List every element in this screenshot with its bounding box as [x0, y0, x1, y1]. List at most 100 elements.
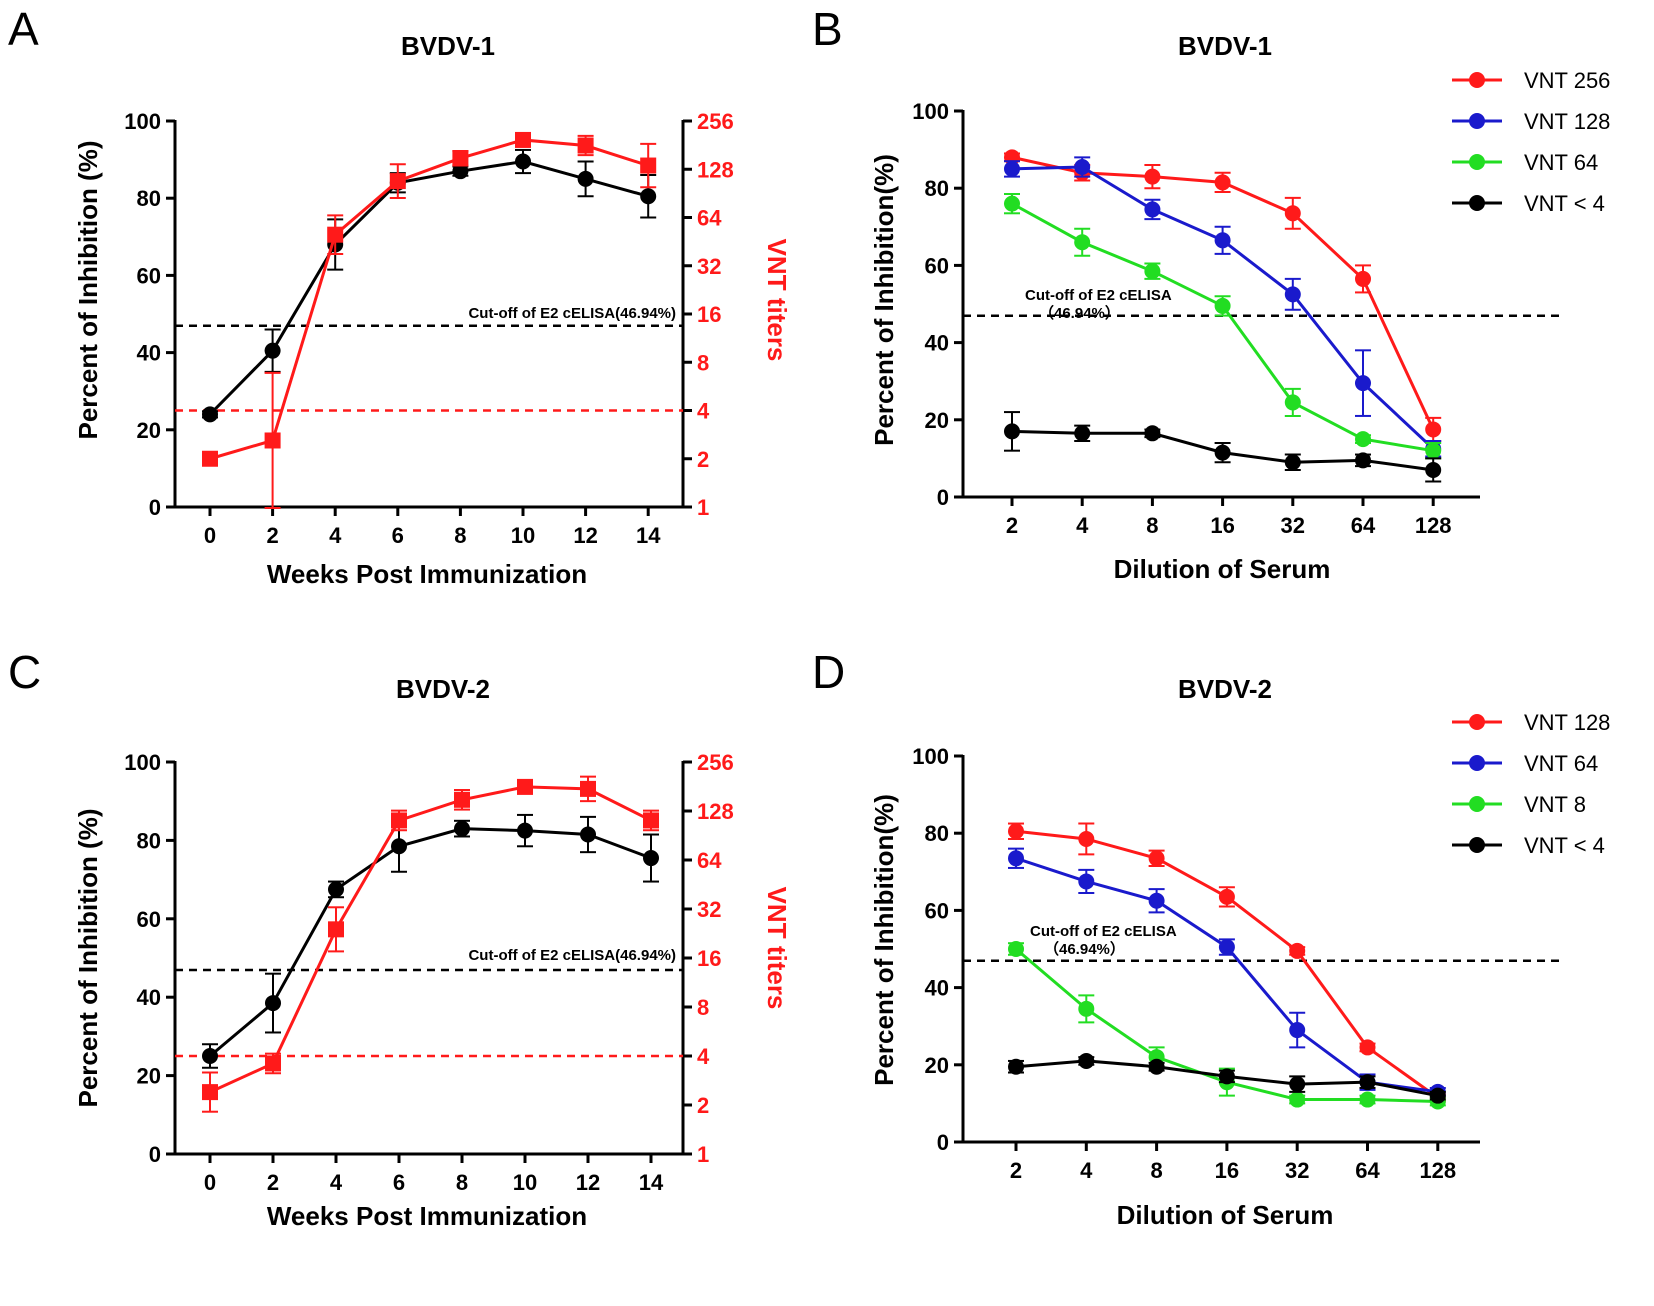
data-point — [580, 780, 596, 797]
cutoff-label-2: （46.94%） — [1039, 304, 1120, 322]
series-vnt-4 — [1008, 1052, 1446, 1104]
data-point — [1218, 1068, 1235, 1085]
data-point — [1074, 234, 1091, 251]
x-tick-label: 2 — [266, 523, 278, 548]
data-point — [1214, 232, 1231, 249]
data-point — [1144, 425, 1161, 442]
data-point — [1008, 850, 1024, 867]
panel-d: D BVDV-2 0 20 40 60 80 100 2 4 8 16 32 64 128 Dilution … — [812, 646, 1610, 1230]
series-line — [209, 785, 652, 1094]
chart-title: BVDV-2 — [1178, 674, 1272, 704]
x-tick-label: 14 — [636, 523, 661, 548]
y-tick-label: 0 — [149, 495, 161, 520]
data-point — [1148, 892, 1165, 909]
y-axis-title: Percent of Inhibition(%) — [869, 794, 899, 1086]
data-point — [1004, 423, 1020, 440]
data-point — [580, 826, 596, 843]
legend-marker — [1469, 113, 1485, 129]
y2-tick-label: 256 — [697, 109, 734, 134]
data-point — [1144, 263, 1161, 280]
x-tick-label: 128 — [1419, 1158, 1456, 1183]
x-tick-label: 4 — [1076, 513, 1089, 538]
data-point — [643, 812, 659, 829]
y2-tick-label: 64 — [697, 206, 722, 231]
data-point — [1078, 830, 1095, 847]
y-tick-label: 40 — [925, 976, 949, 1001]
data-point — [264, 342, 281, 359]
data-point — [1284, 205, 1301, 222]
legend: VNT 128 VNT 64 VNT 8 VNT < 4 — [1452, 710, 1610, 858]
cutoff-label: Cut-off of E2 cELISA — [1030, 923, 1177, 940]
data-point — [640, 157, 657, 174]
data-point — [454, 791, 470, 808]
x-tick-label: 32 — [1285, 1158, 1309, 1183]
x-tick-label: 4 — [1080, 1158, 1093, 1183]
y-axis-title: Percent of Inhibition (%) — [73, 809, 103, 1108]
data-point — [1289, 1091, 1306, 1108]
panel-letter: A — [8, 3, 39, 55]
y2-axis-title: VNT titers — [762, 239, 792, 362]
data-point — [1359, 1039, 1376, 1056]
data-point — [1074, 425, 1091, 442]
series-vnt-4 — [1004, 411, 1442, 483]
data-point — [452, 150, 469, 167]
series-percent-of-inhibition — [202, 813, 659, 1069]
legend-label: VNT 8 — [1524, 792, 1586, 817]
x-tick-label: 14 — [639, 1170, 664, 1195]
legend-label: VNT < 4 — [1524, 191, 1605, 216]
data-point — [1078, 1000, 1095, 1017]
x-tick-label: 4 — [330, 1170, 343, 1195]
data-point — [1289, 1076, 1306, 1093]
data-point — [1429, 1087, 1446, 1104]
y-tick-label: 60 — [137, 907, 161, 932]
legend-marker — [1469, 837, 1485, 853]
x-axis-title: Dilution of Serum — [1117, 1200, 1334, 1230]
series-vnt-titers — [202, 131, 657, 510]
data-point — [1284, 394, 1301, 411]
series-line — [209, 138, 649, 461]
chart-title: BVDV-2 — [396, 674, 490, 704]
y-tick-label: 40 — [137, 341, 161, 366]
cutoff-label-2: （46.94%） — [1044, 940, 1125, 958]
x-tick-label: 64 — [1355, 1158, 1380, 1183]
y2-tick-label: 64 — [697, 848, 722, 873]
data-point — [1359, 1074, 1376, 1091]
y2-tick-label: 128 — [697, 157, 734, 182]
data-point — [577, 137, 594, 154]
y2-tick-label: 32 — [697, 254, 721, 279]
y2-tick-label: 2 — [697, 447, 709, 472]
data-point — [1144, 168, 1161, 185]
x-tick-label: 128 — [1415, 513, 1452, 538]
data-point — [1355, 375, 1371, 392]
y2-tick-label: 128 — [697, 799, 734, 824]
data-point — [1355, 270, 1371, 287]
panel-letter: B — [812, 3, 843, 55]
y2-tick-label: 4 — [697, 1044, 710, 1069]
data-point — [1008, 1058, 1024, 1075]
data-point — [1078, 873, 1095, 890]
data-point — [454, 820, 470, 837]
data-point — [391, 838, 407, 855]
data-point — [1284, 454, 1301, 471]
data-point — [264, 432, 281, 449]
data-point — [517, 822, 533, 839]
data-point — [515, 153, 531, 170]
y-tick-label: 100 — [912, 99, 949, 124]
y-tick-label: 0 — [937, 1130, 949, 1155]
data-point — [1008, 823, 1024, 840]
y-tick-label: 40 — [137, 985, 161, 1010]
legend-label: VNT 64 — [1524, 150, 1598, 175]
y-tick-label: 20 — [137, 418, 161, 443]
y2-tick-label: 8 — [697, 995, 709, 1020]
x-tick-label: 10 — [511, 523, 535, 548]
x-tick-label: 6 — [393, 1170, 405, 1195]
x-tick-label: 10 — [513, 1170, 537, 1195]
y-tick-label: 80 — [137, 186, 161, 211]
series-vnt-titers — [202, 775, 659, 1113]
data-point — [1004, 160, 1020, 177]
data-point — [1359, 1091, 1376, 1108]
y-tick-label: 40 — [925, 331, 949, 356]
y-tick-label: 0 — [149, 1142, 161, 1167]
